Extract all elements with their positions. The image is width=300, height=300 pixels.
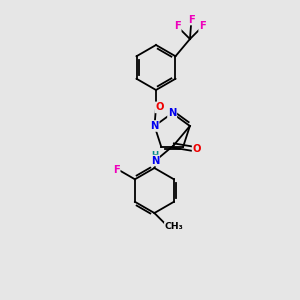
Text: F: F: [113, 165, 120, 175]
Text: N: N: [151, 155, 159, 166]
Text: O: O: [155, 102, 164, 112]
Text: N: N: [168, 108, 176, 118]
Text: N: N: [150, 121, 159, 131]
Text: F: F: [174, 21, 181, 32]
Text: F: F: [199, 21, 206, 32]
Text: F: F: [188, 14, 195, 25]
Text: O: O: [193, 143, 201, 154]
Text: CH₃: CH₃: [165, 222, 184, 231]
Text: H: H: [152, 151, 159, 160]
